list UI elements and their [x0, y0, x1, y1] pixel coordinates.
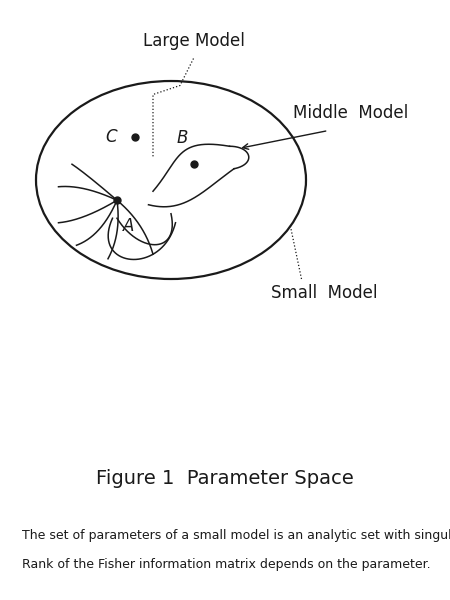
- Text: Small  Model: Small Model: [271, 283, 377, 301]
- Text: B: B: [176, 129, 188, 147]
- Text: Figure 1  Parameter Space: Figure 1 Parameter Space: [96, 469, 354, 488]
- Text: Rank of the Fisher information matrix depends on the parameter.: Rank of the Fisher information matrix de…: [22, 558, 431, 571]
- Text: Large Model: Large Model: [143, 31, 244, 49]
- Text: The set of parameters of a small model is an analytic set with singularities.: The set of parameters of a small model i…: [22, 529, 450, 542]
- Text: C: C: [105, 128, 117, 146]
- Text: Middle  Model: Middle Model: [293, 103, 409, 121]
- Text: A: A: [122, 217, 134, 235]
